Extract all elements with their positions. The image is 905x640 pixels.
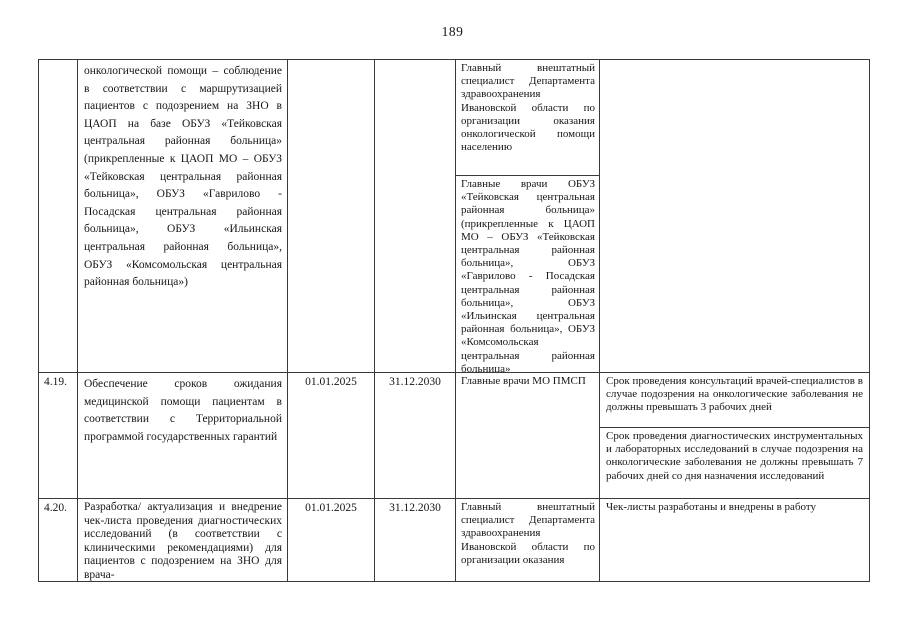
result-subcell: Срок проведения диагностических инструме… (600, 427, 869, 498)
start-date-cell: 01.01.2025 (288, 373, 375, 499)
table-row: 4.19. Обеспечение сроков ожидания медици… (39, 373, 870, 499)
result-cell (600, 60, 870, 373)
end-date-cell: 31.12.2030 (375, 499, 456, 582)
result-cell: Срок проведения консультаций врачей-спец… (600, 373, 870, 499)
start-date-cell: 01.01.2025 (288, 499, 375, 582)
page-number: 189 (441, 24, 464, 39)
start-date-cell (288, 60, 375, 373)
activity-cell: онкологической помощи – соблюдение в соо… (78, 60, 288, 373)
responsible-cell: Главные врачи МО ПМСП (456, 373, 600, 499)
responsible-subcell: Главные врачи ОБУЗ «Тейковская центральн… (456, 175, 599, 372)
result-subcell: Срок проведения консультаций врачей-спец… (606, 375, 863, 414)
row-number-cell: 4.19. (39, 373, 78, 499)
activity-cell: Обеспечение сроков ожидания медицинской … (78, 373, 288, 499)
table-row: 4.20. Разработка/ актуализация и внедрен… (39, 499, 870, 582)
table-row: онкологической помощи – соблюдение в соо… (39, 60, 870, 373)
activity-cell: Разработка/ актуализация и внедрение чек… (78, 499, 288, 582)
result-cell: Чек-листы разработаны и внедрены в работ… (600, 499, 870, 582)
responsible-cell: Главный внештатный специалист Департамен… (456, 60, 600, 373)
end-date-cell (375, 60, 456, 373)
end-date-cell: 31.12.2030 (375, 373, 456, 499)
row-number-cell (39, 60, 78, 373)
responsible-subcell: Главный внештатный специалист Департамен… (461, 62, 595, 154)
responsible-subcell: Главные врачи МО ПМСП (461, 375, 586, 387)
result-subcell: Чек-листы разработаны и внедрены в работ… (606, 501, 817, 513)
responsible-cell: Главный внештатный специалист Департамен… (456, 499, 600, 582)
activities-table: онкологической помощи – соблюдение в соо… (38, 59, 870, 582)
row-number-cell: 4.20. (39, 499, 78, 582)
responsible-subcell: Главный внештатный специалист Департамен… (461, 501, 595, 566)
